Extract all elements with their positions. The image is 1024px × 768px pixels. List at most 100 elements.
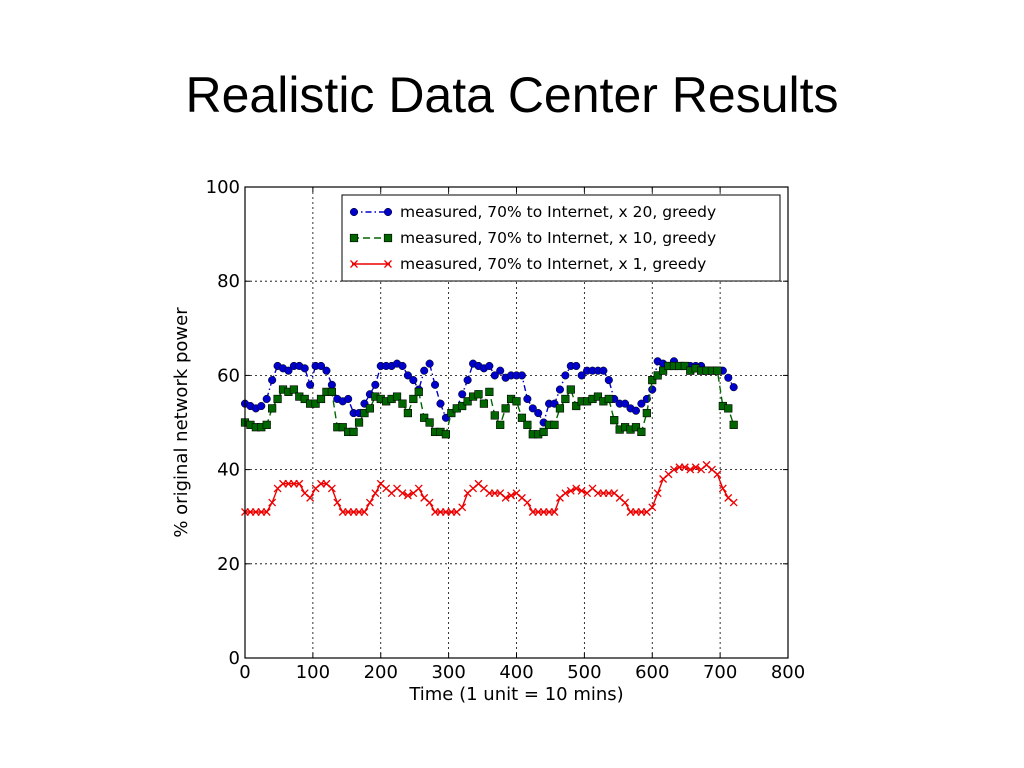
series-3-point — [295, 479, 304, 488]
slide-title: Realistic Data Center Results — [185, 67, 839, 123]
series-2-point — [398, 399, 407, 408]
series-2-point — [441, 430, 451, 439]
series-1-point — [403, 371, 412, 380]
series-3 — [241, 460, 738, 516]
series-3-point — [561, 489, 570, 498]
series-3-point — [414, 484, 423, 493]
series-2-point — [490, 411, 499, 420]
series-3-point — [371, 489, 380, 498]
x-tick-label: 700 — [703, 662, 737, 683]
series-1-point — [257, 401, 266, 411]
series-1-point — [561, 371, 570, 380]
legend-label-2: measured, 70% to Internet, x 10, greedy — [400, 229, 716, 247]
series-3-point — [501, 493, 510, 502]
series-1-point — [577, 371, 586, 380]
series-1-point — [344, 394, 353, 404]
series-2-point — [316, 394, 326, 404]
series-2-point — [659, 366, 668, 375]
series-2-point — [474, 390, 483, 399]
series-2-point — [311, 399, 320, 408]
series-1-point — [485, 361, 494, 371]
series-1-point — [729, 383, 738, 392]
series-1-point — [604, 376, 613, 385]
series-2-point — [262, 420, 271, 429]
series-2-point — [420, 413, 429, 422]
series-3-point — [365, 498, 374, 507]
series-2-point — [409, 394, 418, 404]
y-tick-label: 80 — [217, 271, 240, 292]
series-3-point — [507, 491, 516, 500]
series-1-point — [523, 394, 532, 404]
series-2-point — [354, 418, 364, 427]
series-1-point — [409, 376, 418, 385]
series-3-point — [670, 465, 678, 474]
series-3-point — [713, 470, 722, 479]
series-1-point — [425, 359, 434, 368]
series-3-point — [458, 503, 467, 512]
series-3-point — [691, 463, 700, 472]
y-tick-label: 100 — [206, 177, 240, 198]
series-2-point — [512, 397, 521, 406]
legend-marker-3 — [384, 260, 392, 268]
series-2-point — [713, 366, 722, 375]
series-3-point — [403, 491, 412, 500]
series-3-point — [333, 498, 342, 507]
ticks: 0 100 200 300 400 500 600 700 800 0 20 40 60 80 100 — [206, 177, 806, 683]
legend-marker-2 — [349, 233, 359, 243]
series-2-point — [268, 404, 277, 413]
series-1-point — [572, 361, 581, 371]
series-2-point — [300, 394, 309, 404]
series-2-point — [479, 399, 489, 408]
series-3-point — [686, 465, 695, 474]
series-1-point — [458, 390, 467, 399]
series-1-point — [322, 366, 331, 375]
series-1-point — [398, 361, 407, 371]
series-3-line — [245, 463, 735, 513]
series-1-point — [300, 364, 309, 373]
series-1-point — [436, 399, 445, 408]
series-1-point — [555, 385, 564, 394]
legend-marker-1 — [383, 207, 393, 217]
series-1-point — [420, 366, 429, 375]
series-3-point — [572, 484, 581, 493]
series-2-point — [631, 423, 641, 432]
series-3-point — [648, 503, 657, 512]
series-1-point — [599, 366, 608, 375]
series-2-point — [327, 387, 336, 396]
legend-label-1: measured, 70% to Internet, x 20, greedy — [400, 203, 716, 221]
x-tick-label: 100 — [296, 662, 330, 683]
series-3-point — [262, 508, 271, 516]
series-2-point — [604, 394, 613, 404]
y-tick-label: 20 — [217, 554, 240, 575]
series-2-point — [729, 420, 738, 429]
series-1-point — [371, 380, 380, 389]
series-2-point — [610, 416, 619, 425]
x-tick-label: 800 — [771, 662, 805, 683]
series-2-point — [392, 392, 402, 401]
series-3-point — [718, 484, 727, 493]
series-2-point — [425, 418, 434, 427]
series-3-point — [398, 489, 407, 498]
series-3-point — [327, 484, 336, 493]
series-2-point — [561, 394, 570, 404]
series-3-point — [360, 508, 369, 516]
series-2-point — [566, 385, 575, 394]
series-2-point — [648, 376, 657, 385]
x-tick-label: 200 — [364, 662, 398, 683]
series-2-point — [458, 401, 467, 411]
series-2-point — [724, 404, 733, 413]
legend: measured, 70% to Internet, x 20, greedy m… — [341, 194, 781, 282]
series-group — [240, 357, 738, 516]
series-3-point — [566, 486, 575, 495]
legend-box — [341, 194, 781, 282]
series-2-point — [572, 401, 581, 411]
series-1-point — [262, 394, 271, 404]
series-3-point — [577, 486, 586, 495]
x-axis-label: Time (1 unit = 10 mins) — [408, 684, 623, 705]
series-2-point — [338, 423, 347, 432]
x-tick-label: 0 — [239, 662, 250, 683]
series-1-point — [621, 399, 630, 408]
x-tick-label: 400 — [499, 662, 533, 683]
series-1-point — [517, 371, 526, 380]
